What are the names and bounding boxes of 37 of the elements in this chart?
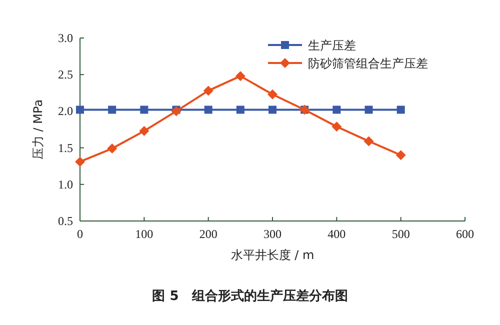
y-axis-title: 压力 / MPa bbox=[31, 99, 45, 160]
x-tick-label: 100 bbox=[135, 227, 154, 241]
y-tick-label: 0.5 bbox=[58, 214, 73, 228]
x-tick-label: 300 bbox=[264, 227, 282, 241]
x-tick-label: 200 bbox=[199, 227, 218, 241]
text: 图 5 组合形式的生产压差分布图 bbox=[152, 288, 348, 304]
y-tick-label: 1.0 bbox=[58, 177, 73, 192]
point bbox=[396, 106, 405, 114]
point bbox=[235, 71, 246, 82]
point bbox=[332, 106, 341, 114]
x-tick-label: 600 bbox=[456, 227, 474, 241]
x-tick-label: 0 bbox=[77, 227, 83, 241]
point bbox=[139, 126, 150, 136]
point bbox=[171, 106, 182, 116]
point bbox=[364, 136, 374, 146]
point bbox=[107, 144, 118, 154]
point bbox=[332, 122, 342, 132]
y-tick-label: 2.5 bbox=[58, 68, 73, 82]
legend-label: 防砂筛管组合生产压差 bbox=[308, 56, 428, 70]
point bbox=[396, 150, 406, 160]
x-axis-title: 水平井长度 / m bbox=[230, 248, 314, 262]
point bbox=[76, 106, 84, 114]
point bbox=[268, 89, 278, 100]
x-tick-label: 500 bbox=[392, 227, 410, 241]
point bbox=[75, 156, 85, 167]
point bbox=[236, 106, 244, 114]
point bbox=[204, 106, 212, 114]
y-tick-label: 2.0 bbox=[58, 104, 73, 118]
point bbox=[268, 106, 276, 114]
point bbox=[108, 106, 116, 114]
y-tick-label: 3.0 bbox=[58, 31, 73, 45]
point bbox=[140, 106, 148, 114]
legend-label: 生产压差 bbox=[308, 38, 356, 52]
point bbox=[203, 86, 214, 96]
point bbox=[364, 106, 373, 114]
y-tick-label: 1.5 bbox=[58, 140, 73, 155]
x-tick-label: 400 bbox=[328, 227, 346, 241]
